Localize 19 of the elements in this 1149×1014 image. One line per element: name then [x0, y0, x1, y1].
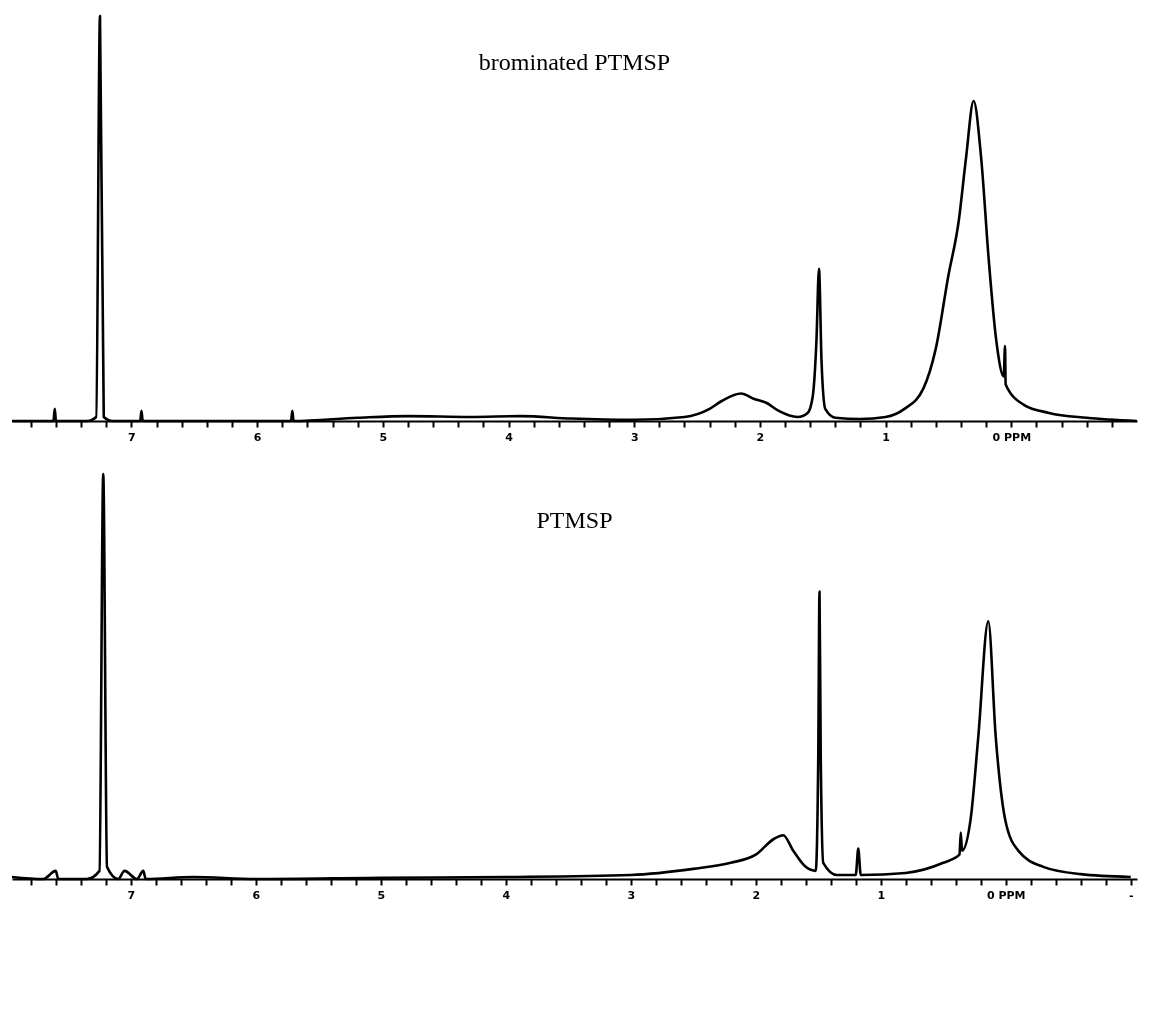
x-tick-label: 0 PPM — [992, 430, 1032, 444]
x-tick-label: 4 — [505, 430, 514, 444]
x-tick-label: 2 — [752, 888, 761, 902]
x-tick-label: 1 — [877, 888, 886, 902]
x-tick-label: 6 — [253, 430, 262, 444]
x-tick-label: - — [1128, 888, 1134, 902]
x-tick-label: 7 — [128, 430, 136, 444]
x-tick-label: 1 — [882, 430, 890, 444]
x-tick-label: 3 — [627, 888, 636, 902]
text: brominated PTMSP — [478, 48, 671, 75]
x-tick-label: 7 — [127, 888, 136, 902]
x-tick-label: 5 — [377, 888, 386, 902]
x-tick-label: 5 — [379, 430, 388, 444]
x-tick-label: 2 — [756, 430, 765, 444]
x-tick-label: 4 — [502, 888, 511, 902]
x-tick-label: 0 PPM — [986, 888, 1026, 902]
x-tick-label: 3 — [630, 430, 639, 444]
text: PTMSP — [536, 506, 613, 533]
x-tick-label: 6 — [252, 888, 261, 902]
